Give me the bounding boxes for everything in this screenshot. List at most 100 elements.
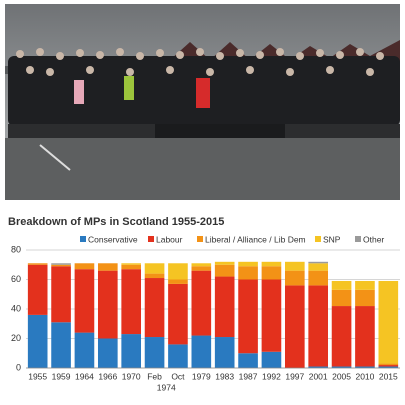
- bar-segment: [261, 351, 282, 368]
- bar-segment: [308, 285, 329, 367]
- photo-pink-top: [74, 80, 84, 104]
- photo-road-marking: [39, 144, 71, 171]
- bar-segment: [355, 366, 375, 368]
- bar-segment: [168, 344, 188, 368]
- bar-segment: [355, 289, 375, 307]
- bar-segment: [308, 270, 329, 286]
- bar-segment: [214, 276, 235, 338]
- bar-segment: [144, 263, 165, 274]
- bar-segment: [331, 280, 352, 290]
- photo-faces: [16, 48, 384, 76]
- x-tick-label: 1979: [192, 371, 211, 381]
- plot: 0 20 40 60 80 1955 1959 1964 1966 1970 Feb Oct 1979 1…: [11, 244, 400, 392]
- bar-segment: [238, 261, 258, 267]
- bar-segment: [121, 264, 142, 270]
- bar-segment: [308, 261, 329, 264]
- x-tick-label: 2015: [379, 371, 398, 381]
- bar-segment: [51, 264, 71, 267]
- y-tick-label: 80: [11, 244, 21, 254]
- x-tick-label: 1987: [239, 371, 258, 381]
- bar-segment: [261, 266, 282, 280]
- bar-segment: [284, 285, 305, 368]
- bar-segment: [121, 334, 142, 368]
- bar-segment: [238, 353, 258, 368]
- y-tick-label: 40: [11, 303, 21, 313]
- bar-segment: [144, 337, 165, 368]
- photo-ground: [5, 138, 400, 200]
- bar-segment: [51, 266, 71, 323]
- x-group-label: 1974: [157, 382, 176, 392]
- x-tick-label: Feb: [147, 371, 162, 381]
- bar-segment: [331, 289, 352, 307]
- legend-swatch: [355, 236, 361, 242]
- bar-segment: [97, 263, 118, 271]
- bar-segment: [51, 322, 71, 368]
- x-tick-label: 1983: [215, 371, 234, 381]
- bar-segment: [74, 332, 95, 368]
- bar-segment: [214, 337, 235, 368]
- x-tick-label: 1959: [52, 371, 71, 381]
- legend-swatch: [148, 236, 154, 242]
- bar-segment: [144, 273, 165, 279]
- bar-segment: [27, 314, 48, 368]
- bar-segment: [144, 278, 165, 338]
- bar-segment: [308, 366, 329, 368]
- bar-segment: [191, 270, 212, 336]
- bar-segment: [238, 279, 258, 354]
- chart-title: Breakdown of MPs in Scotland 1955-2015: [8, 216, 224, 228]
- bar-segment: [51, 263, 71, 265]
- bar-segment: [168, 283, 188, 345]
- photo-green-top: [124, 76, 134, 100]
- bar-segment: [97, 270, 118, 339]
- bar-segment: [214, 261, 235, 265]
- bar-segment: [168, 263, 188, 280]
- bar-segment: [261, 261, 282, 267]
- bar-segment: [331, 306, 352, 367]
- legend-swatch: [315, 236, 321, 242]
- bar-segment: [168, 279, 188, 284]
- y-tick-label: 20: [11, 333, 21, 343]
- x-tick-label: 2001: [309, 371, 328, 381]
- x-tick-label: 2005: [332, 371, 351, 381]
- bar-segment: [191, 335, 212, 368]
- legend-label: Labour: [156, 234, 183, 244]
- bar-segment: [121, 263, 142, 265]
- legend-label: Liberal / Alliance / Lib Dem: [205, 234, 306, 244]
- x-tick-label: 1997: [285, 371, 304, 381]
- x-tick-label: 2010: [355, 371, 374, 381]
- photo: [5, 4, 400, 200]
- y-tick-label: 0: [16, 362, 21, 372]
- y-tick-label: 60: [11, 274, 21, 284]
- bar-segment: [238, 266, 258, 280]
- bar-segment: [191, 266, 212, 271]
- bar-segment: [121, 269, 142, 335]
- bar-segment: [331, 366, 352, 368]
- bar-segment: [308, 263, 329, 271]
- bar-segment: [355, 280, 375, 290]
- bar-segment: [261, 279, 282, 352]
- bar-segment: [378, 365, 399, 367]
- x-tick-label: 1966: [98, 371, 117, 381]
- bar-segment: [74, 269, 95, 333]
- bar-segment: [191, 263, 212, 267]
- x-tick-label: 1955: [28, 371, 47, 381]
- bar-segment: [27, 263, 48, 265]
- bar-segment: [355, 306, 375, 367]
- bar-segment: [74, 263, 95, 270]
- bar-segment: [378, 363, 399, 366]
- legend-label: SNP: [323, 234, 341, 244]
- photo-red-dress: [196, 78, 210, 108]
- legend: Conservative Labour Liberal / Alliance / L…: [80, 234, 384, 244]
- legend-label: Other: [363, 234, 384, 244]
- x-tick-label: Oct: [171, 371, 185, 381]
- legend-swatch: [80, 236, 86, 242]
- bar-segment: [378, 280, 399, 364]
- x-tick-label: 1970: [122, 371, 141, 381]
- bar-segment: [284, 261, 305, 271]
- bar-segment: [27, 264, 48, 315]
- legend-swatch: [197, 236, 203, 242]
- bar-segment: [284, 270, 305, 286]
- bar-segment: [97, 338, 118, 368]
